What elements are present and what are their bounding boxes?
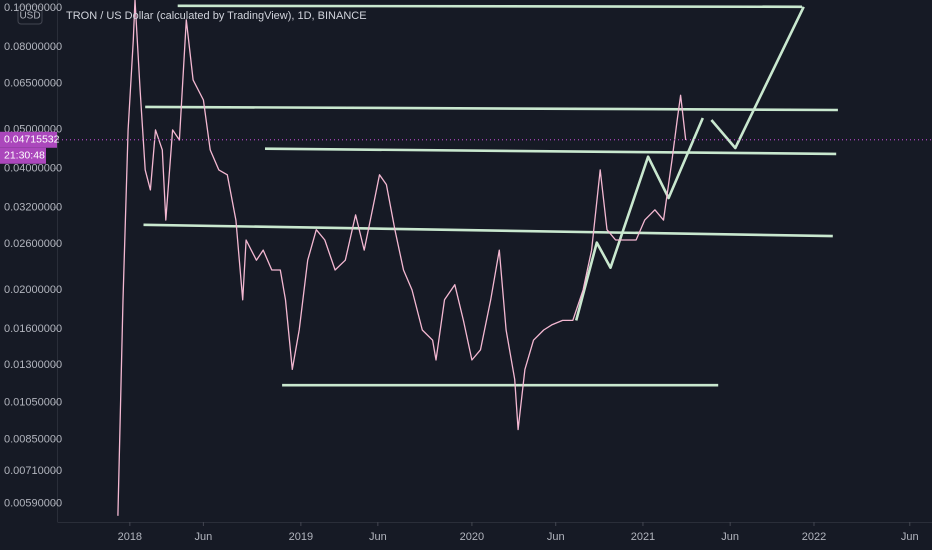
x-tick-label: Jun: [721, 531, 739, 543]
x-tick-label: Jun: [195, 531, 213, 543]
last-price-label: 0.04715532: [4, 134, 60, 146]
y-tick-label: 0.02000000: [4, 284, 62, 296]
trend-drawing: [177, 4, 803, 9]
currency-label: USD: [19, 11, 40, 22]
y-tick-label: 0.02600000: [4, 238, 62, 250]
y-tick-label: 0.01300000: [4, 359, 62, 371]
x-tick-label: 2022: [802, 531, 826, 543]
x-tick-label: 2018: [118, 531, 142, 543]
last-price-badge: [0, 131, 57, 148]
y-tick-label: 0.04000000: [4, 162, 62, 174]
y-tick-label: 0.00590000: [4, 497, 62, 509]
x-tick-label: Jun: [901, 531, 919, 543]
y-tick-label: 0.00850000: [4, 434, 62, 446]
y-tick-label: 0.03200000: [4, 202, 62, 214]
x-tick-label: Jun: [547, 531, 565, 543]
y-tick-label: 0.01050000: [4, 397, 62, 409]
x-tick-label: 2021: [631, 531, 655, 543]
y-tick-label: 0.00710000: [4, 465, 62, 477]
trend-drawing: [145, 105, 838, 112]
x-tick-label: 2020: [460, 531, 484, 543]
price-line: [117, 0, 687, 516]
currency-badge[interactable]: [17, 5, 43, 25]
countdown-label: 21:30:48: [4, 150, 45, 162]
plot-area: [58, 0, 932, 516]
chart-title: TRON / US Dollar (calculated by TradingV…: [66, 10, 367, 22]
x-tick-label: Jun: [369, 531, 387, 543]
x-tick-label: 2019: [289, 531, 313, 543]
trend-drawing: [264, 147, 837, 156]
trend-drawing: [710, 6, 805, 150]
y-tick-label: 0.08000000: [4, 41, 62, 53]
trend-drawing: [143, 223, 833, 238]
y-tick-label: 0.01600000: [4, 323, 62, 335]
y-tick-label: 0.06500000: [4, 78, 62, 90]
countdown-badge: [0, 147, 46, 164]
y-tick-label: 0.10000000: [4, 2, 62, 14]
trend-drawing: [574, 117, 704, 321]
